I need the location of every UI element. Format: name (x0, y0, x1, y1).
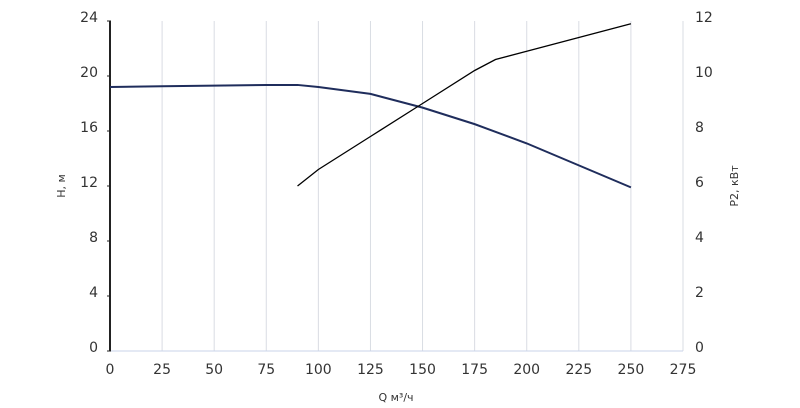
y-tick-label: 20 (80, 65, 98, 81)
x-tick-label: 125 (357, 362, 384, 378)
x-tick-label: 25 (153, 362, 171, 378)
x-axis-label: Q м³/ч (378, 391, 413, 404)
y2-tick-label: 4 (695, 230, 704, 246)
x-tick-label: 100 (305, 362, 332, 378)
y2-tick-label: 10 (695, 65, 713, 81)
y-tick-label: 12 (80, 175, 98, 191)
y2-axis-label: P2, кВт (728, 165, 741, 207)
y2-tick-label: 0 (695, 340, 704, 356)
x-tick-label: 50 (205, 362, 223, 378)
y2-tick-label: 8 (695, 120, 704, 136)
x-tick-label: 0 (106, 362, 115, 378)
y-tick-label: 16 (80, 120, 98, 136)
y2-tick-label: 6 (695, 175, 704, 191)
x-tick-label: 150 (409, 362, 436, 378)
y-tick-label: 8 (89, 230, 98, 246)
x-tick-label: 250 (618, 362, 645, 378)
y-tick-label: 24 (80, 10, 98, 26)
y-tick-label: 4 (89, 285, 98, 301)
x-tick-label: 225 (565, 362, 592, 378)
y-tick-label: 0 (89, 340, 98, 356)
x-tick-label: 175 (461, 362, 488, 378)
series-line (109, 83, 632, 189)
series-line (297, 23, 632, 187)
y2-tick-label: 2 (695, 285, 704, 301)
y2-tick-label: 12 (695, 10, 713, 26)
x-tick-label: 275 (670, 362, 697, 378)
x-tick-label: 75 (257, 362, 275, 378)
x-tick-label: 200 (513, 362, 540, 378)
y-axis-label: H, м (55, 174, 68, 198)
